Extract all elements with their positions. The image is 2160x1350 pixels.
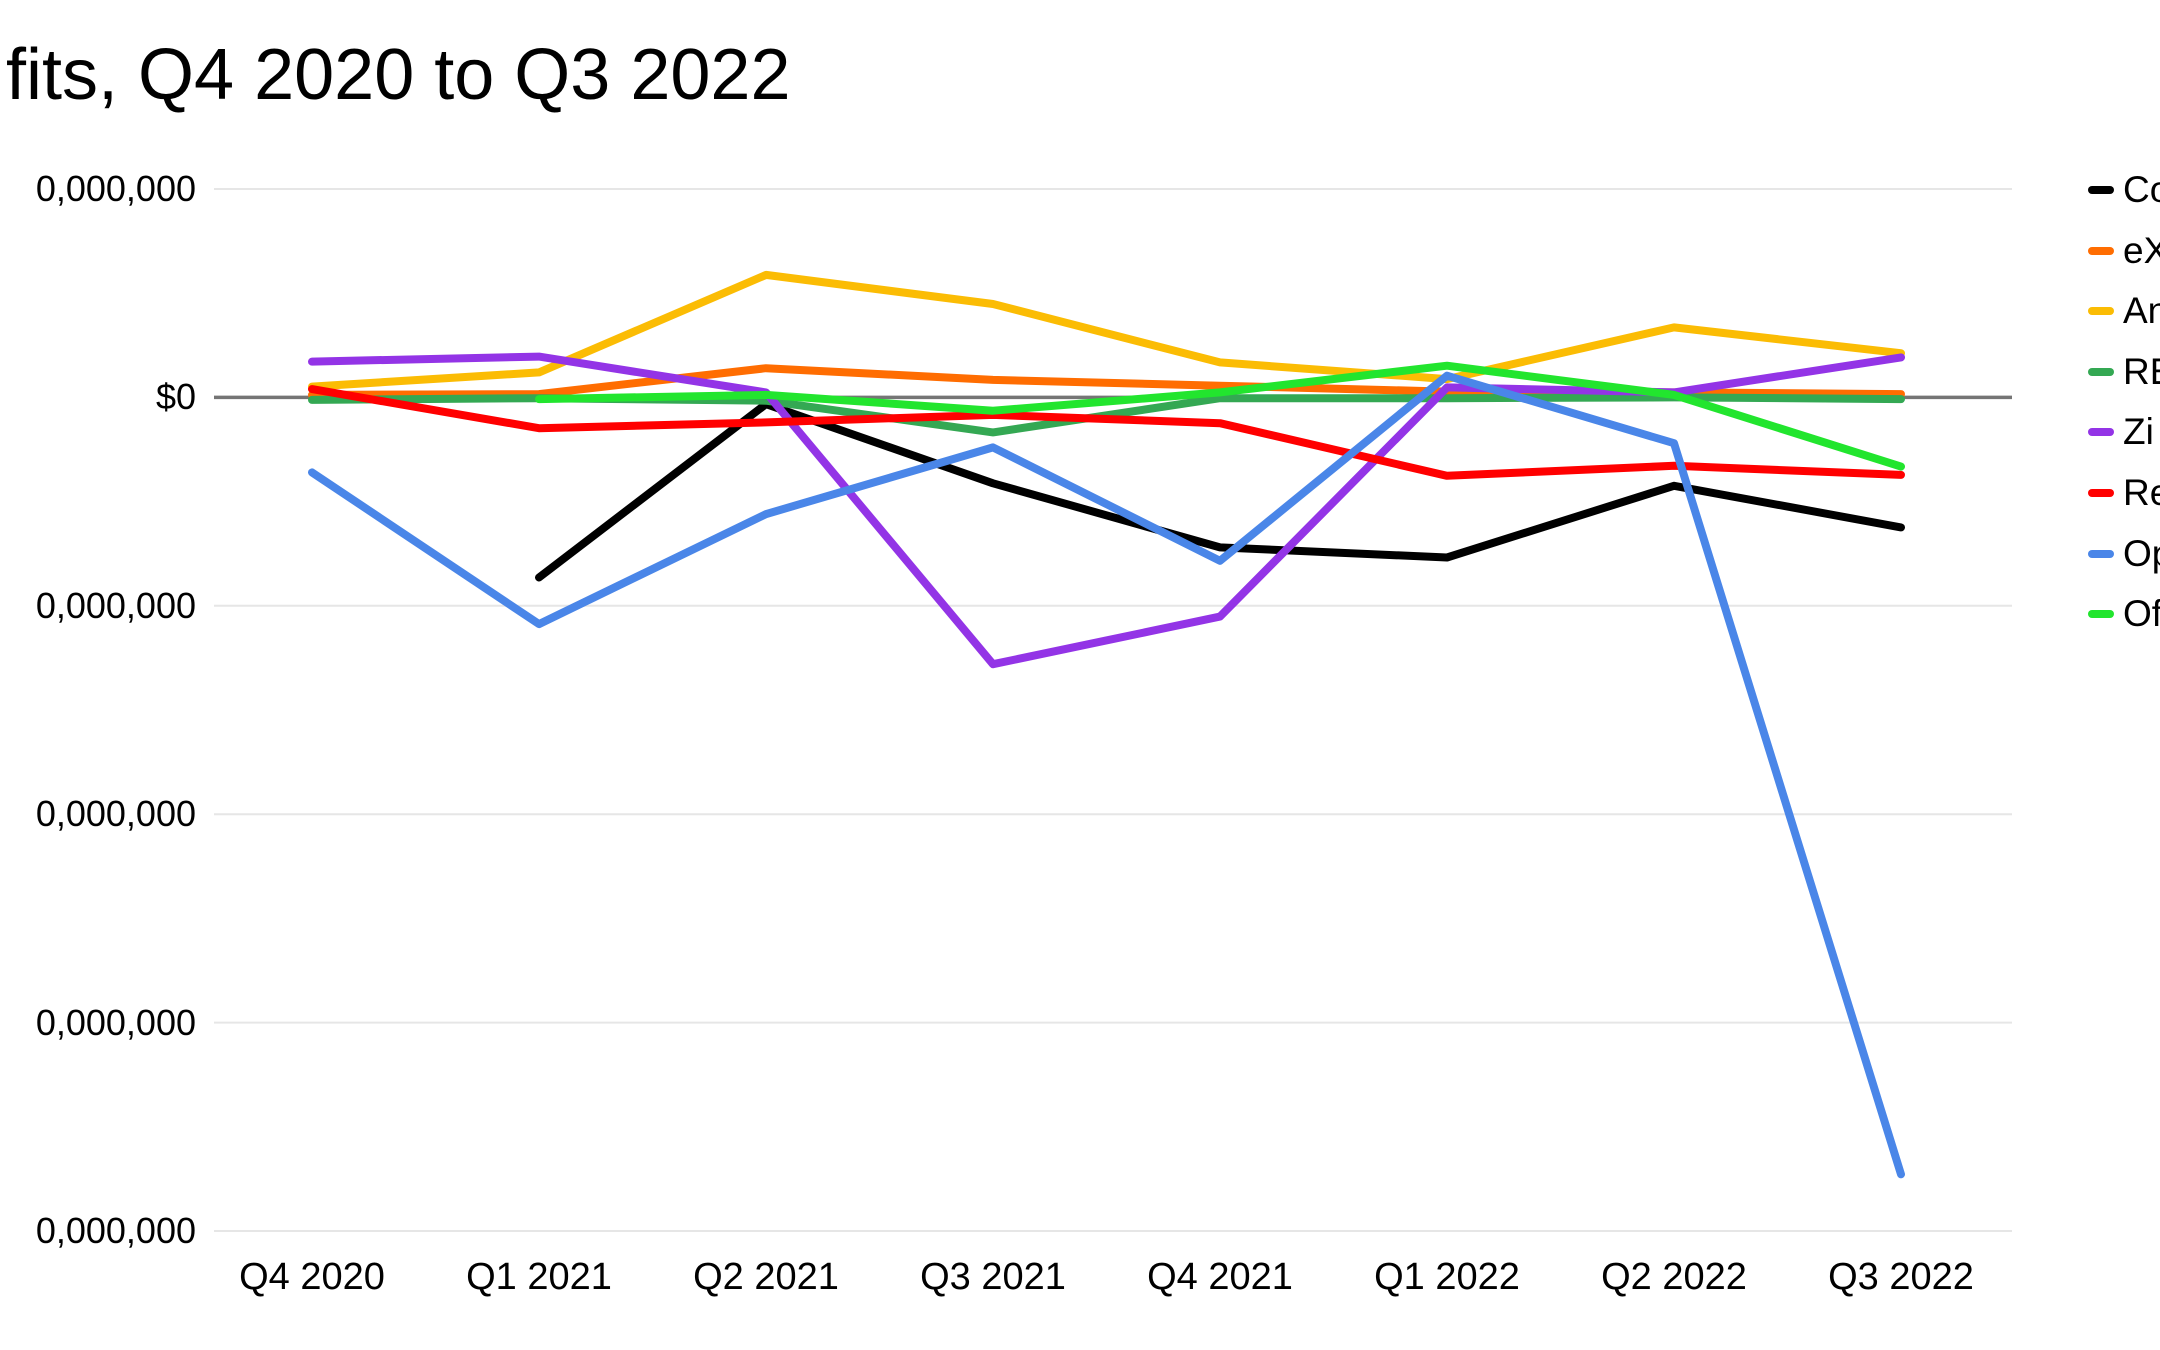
legend-label: An <box>2123 290 2160 332</box>
legend-label: Re <box>2123 472 2160 513</box>
legend-label: Of <box>2123 593 2160 635</box>
legend-swatch-icon <box>2088 610 2114 619</box>
legend-item-of[interactable]: Of <box>2088 593 2160 635</box>
x-tick-label: Q1 2022 <box>1374 1256 1520 1298</box>
legend-swatch-icon <box>2088 489 2114 497</box>
y-tick-label: 0,000,000 <box>35 168 196 209</box>
x-tick-label: Q2 2022 <box>1601 1256 1747 1298</box>
x-tick-label: Q2 2021 <box>693 1256 839 1298</box>
legend-swatch-icon <box>2088 186 2114 194</box>
legend-item-zi[interactable]: Zi <box>2088 411 2154 453</box>
series-lines <box>308 270 1905 1179</box>
chart-title: fits, Q4 2020 to Q3 2022 <box>6 35 791 115</box>
legend-swatch-icon <box>2088 307 2114 316</box>
x-tick-label: Q3 2022 <box>1828 1256 1974 1298</box>
legend-item-op[interactable]: Op <box>2088 533 2160 575</box>
legend-label: eX <box>2123 229 2160 271</box>
legend-item-co[interactable]: Co <box>2088 169 2160 211</box>
x-tick-label: Q1 2021 <box>466 1256 612 1298</box>
legend-swatch-icon <box>2088 549 2114 558</box>
gridlines <box>214 188 2012 1232</box>
legend-item-an[interactable]: An <box>2088 290 2160 332</box>
y-tick-label: 0,000,000 <box>35 1001 196 1043</box>
series-line-co[interactable] <box>535 400 1905 582</box>
y-tick-label: 0,000,000 <box>35 1210 196 1251</box>
legend-swatch-icon <box>2088 246 2114 255</box>
y-tick-label: 0,000,000 <box>35 584 196 626</box>
legend-swatch-icon <box>2088 367 2114 376</box>
series-line-re[interactable] <box>308 385 1905 480</box>
legend-label: RE <box>2123 350 2160 392</box>
legend-label: Op <box>2123 532 2160 574</box>
legend-item-re[interactable]: RE <box>2088 351 2160 393</box>
y-tick-label: 0,000,000 <box>35 793 196 835</box>
series-line-op[interactable] <box>308 371 1905 1179</box>
series-line-an[interactable] <box>308 270 1905 391</box>
x-tick-label: Q3 2021 <box>920 1256 1066 1298</box>
x-tick-label: Q4 2020 <box>239 1256 385 1298</box>
series-line-of[interactable] <box>535 361 1905 471</box>
y-tick-label: $0 <box>155 376 196 418</box>
x-tick-label: Q4 2021 <box>1147 1256 1293 1298</box>
legend-label: Zi <box>2123 411 2154 453</box>
legend-item-re[interactable]: Re <box>2088 472 2160 514</box>
legend-label: Co <box>2123 169 2160 210</box>
legend-swatch-icon <box>2088 428 2114 437</box>
legend-item-ex[interactable]: eX <box>2088 230 2160 272</box>
